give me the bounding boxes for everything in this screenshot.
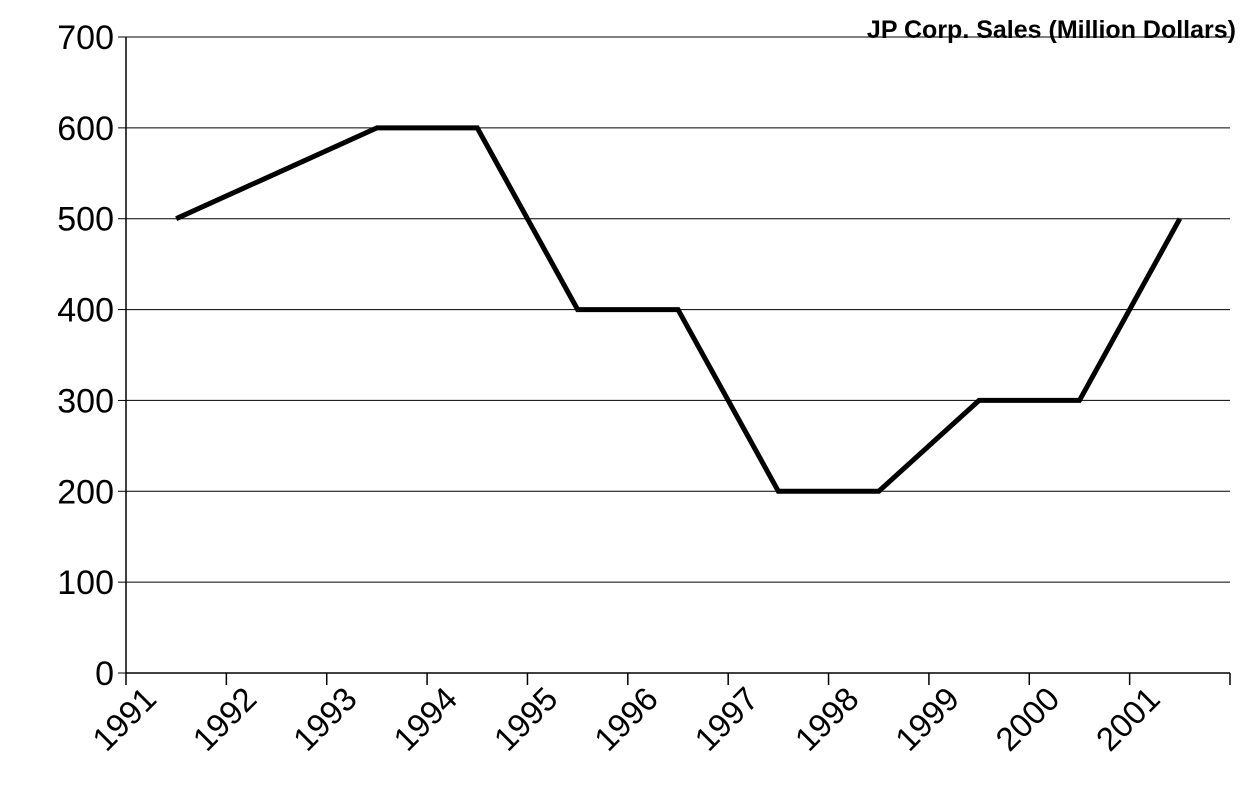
x-tick-label: 2000 bbox=[988, 680, 1066, 758]
y-tick-label: 700 bbox=[57, 19, 114, 57]
y-tick-label: 200 bbox=[57, 473, 114, 511]
x-tick-label: 1996 bbox=[587, 680, 665, 758]
y-tick-label: 600 bbox=[57, 110, 114, 148]
x-tick-label: 1995 bbox=[487, 680, 565, 758]
x-tick-label: 2001 bbox=[1089, 680, 1167, 758]
y-tick-label: 0 bbox=[95, 655, 114, 693]
y-tick-label: 100 bbox=[57, 564, 114, 602]
y-tick-label: 300 bbox=[57, 382, 114, 420]
x-tick-label: 1994 bbox=[386, 680, 464, 758]
x-tick-label: 1997 bbox=[687, 680, 765, 758]
x-tick-label: 1992 bbox=[185, 680, 263, 758]
x-tick-label: 1993 bbox=[286, 680, 364, 758]
x-tick-label: 1999 bbox=[888, 680, 966, 758]
line bbox=[175, 125, 1183, 494]
y-tick-label: 400 bbox=[57, 292, 114, 330]
y-tick-label: 500 bbox=[57, 201, 114, 239]
x-tick-label: 1998 bbox=[788, 680, 866, 758]
chart-title: JP Corp. Sales (Million Dollars) bbox=[867, 16, 1236, 44]
